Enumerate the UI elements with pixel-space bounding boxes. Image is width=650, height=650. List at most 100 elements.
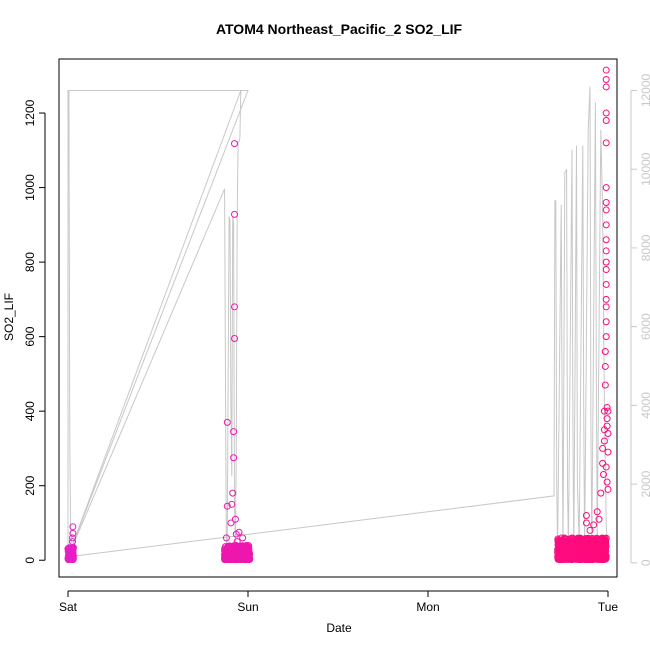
y2-tick-label: 0 — [639, 559, 650, 566]
data-point — [222, 551, 230, 559]
x-tick-label: Tue — [598, 600, 619, 614]
data-point — [588, 551, 596, 559]
y-tick-label: 200 — [23, 475, 37, 495]
data-point — [581, 555, 589, 563]
y-tick-label: 1000 — [23, 174, 37, 201]
data-point — [603, 415, 611, 423]
data-point — [602, 463, 610, 471]
data-point — [231, 210, 238, 218]
data-point — [602, 266, 610, 274]
data-point — [597, 489, 605, 497]
data-point — [65, 550, 73, 558]
data-point — [599, 444, 607, 452]
data-point — [595, 515, 603, 523]
data-point — [602, 280, 610, 288]
y2-tick-label: 12000 — [639, 73, 650, 107]
y-axis-left: 0 200 400 600 800 1000 1200 — [23, 99, 46, 564]
data-point — [230, 454, 238, 462]
y-tick-label: 1200 — [23, 99, 37, 126]
data-point — [230, 543, 238, 551]
data-point — [230, 428, 238, 436]
data-point — [602, 236, 610, 244]
data-point — [601, 348, 609, 356]
x-axis: Sat Sun Mon Tue — [59, 590, 619, 614]
data-point — [602, 303, 610, 311]
data-point — [600, 437, 608, 445]
data-point — [226, 542, 234, 550]
data-point — [602, 109, 610, 117]
data-point — [69, 538, 76, 546]
data-point — [556, 541, 564, 549]
x-axis-label: Date — [326, 621, 352, 635]
plot-frame — [58, 58, 618, 578]
y-tick-label: 600 — [23, 326, 37, 346]
y-tick-label: 0 — [23, 557, 37, 564]
data-point — [231, 303, 238, 311]
data-point — [69, 523, 77, 531]
data-point — [602, 66, 610, 74]
data-point — [599, 535, 607, 543]
data-point — [602, 116, 610, 124]
data-point — [235, 528, 243, 536]
data-point — [223, 550, 231, 558]
data-point — [223, 502, 231, 510]
data-point — [586, 526, 594, 534]
data-point — [572, 539, 580, 547]
data-point — [602, 206, 610, 214]
data-point — [601, 362, 609, 370]
data-point — [602, 333, 610, 341]
y2-tick-label: 10000 — [639, 152, 650, 186]
data-point — [227, 519, 235, 527]
data-point — [228, 500, 236, 508]
data-point — [239, 545, 247, 553]
data-point — [577, 553, 585, 561]
y2-tick-label: 4000 — [639, 392, 650, 419]
x-tick-label: Sat — [59, 600, 78, 614]
data-point — [582, 519, 590, 527]
data-point — [560, 551, 567, 559]
data-point — [598, 534, 606, 542]
y2-tick-label: 6000 — [639, 313, 650, 340]
data-point — [560, 555, 568, 563]
data-point — [601, 381, 609, 389]
data-point — [603, 422, 611, 430]
data-point — [604, 430, 612, 438]
data-point — [564, 545, 572, 553]
data-point — [238, 544, 246, 552]
chart-title: ATOM4 Northeast_Pacific_2 SO2_LIF — [216, 21, 463, 37]
data-point — [593, 508, 601, 516]
data-point — [65, 545, 73, 553]
data-point — [576, 540, 584, 548]
data-point — [604, 485, 612, 493]
altitude-series-line — [67, 86, 609, 558]
data-point — [233, 538, 241, 546]
y-tick-label: 400 — [23, 401, 37, 421]
data-point — [604, 448, 612, 456]
data-point — [592, 552, 600, 560]
data-point — [582, 512, 590, 520]
data-point — [229, 547, 237, 555]
data-point — [602, 258, 610, 266]
data-point — [603, 403, 611, 411]
data-point — [590, 535, 598, 543]
data-point — [602, 198, 610, 206]
data-point — [602, 247, 610, 255]
data-point — [595, 544, 603, 552]
data-point — [603, 478, 611, 486]
data-point — [590, 521, 598, 529]
data-point — [602, 295, 610, 303]
data-point — [602, 184, 610, 192]
data-point — [231, 515, 239, 523]
data-point — [67, 555, 75, 563]
data-point — [69, 534, 76, 542]
data-point — [585, 545, 593, 553]
data-point — [600, 544, 608, 552]
points-layer — [64, 66, 612, 563]
y2-tick-label: 2000 — [639, 470, 650, 497]
data-point — [602, 83, 610, 91]
data-point — [602, 221, 610, 229]
data-point — [600, 471, 607, 479]
data-point — [556, 546, 564, 554]
data-point — [231, 335, 238, 342]
x-tick-label: Mon — [416, 600, 439, 614]
